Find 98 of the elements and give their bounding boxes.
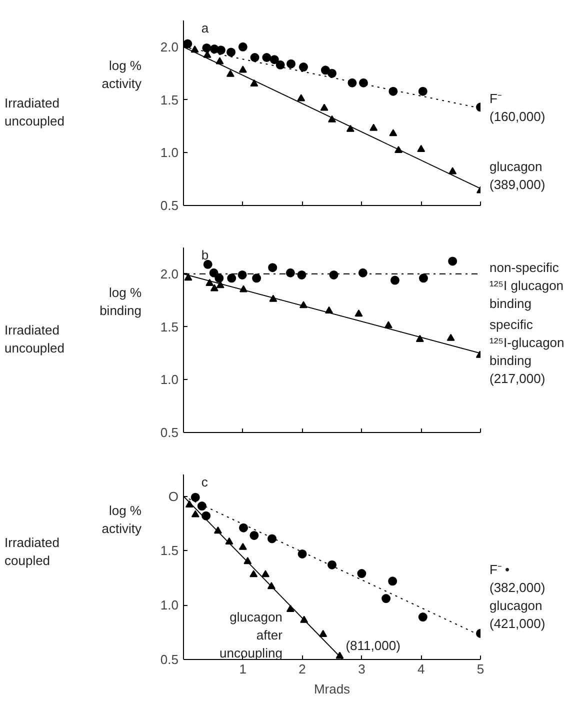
- point: [417, 144, 426, 152]
- text: Irradiated uncoupled: [4, 322, 64, 356]
- point: [418, 274, 428, 283]
- point: [319, 630, 328, 637]
- point: [389, 129, 398, 136]
- point: [238, 42, 248, 52]
- y-tick-label: 0.5: [160, 425, 179, 440]
- point: [227, 274, 236, 283]
- annotation: F⁻ (160,000): [490, 90, 546, 124]
- point: [276, 60, 285, 70]
- y-tick-label: 1.5: [160, 543, 179, 558]
- point: [238, 270, 247, 280]
- point: [250, 53, 260, 62]
- point: [252, 274, 262, 283]
- point: [297, 270, 306, 280]
- x-tick-label: 5: [476, 662, 484, 676]
- point: [226, 48, 236, 57]
- chart-title: b: [201, 248, 209, 262]
- point: [320, 104, 328, 111]
- point: [286, 59, 296, 68]
- point: [203, 260, 212, 269]
- annotation: specific ¹²⁵I-glucagon binding (217,000): [490, 317, 564, 386]
- point: [388, 86, 398, 96]
- point: [446, 334, 455, 341]
- point: [320, 66, 330, 75]
- point: [298, 62, 308, 72]
- point: [448, 256, 458, 266]
- chart-title: c: [201, 474, 208, 490]
- y-axis-title: log % activity: [102, 58, 142, 91]
- point: [270, 55, 279, 64]
- y-tick-label: 2.0: [160, 266, 179, 282]
- point: [238, 66, 247, 73]
- point: [190, 492, 200, 502]
- annotation: glucagon (389,000): [490, 159, 546, 192]
- x-axis-title: Mrads: [314, 682, 351, 696]
- point: [214, 274, 224, 283]
- point: [418, 86, 428, 96]
- point: [261, 570, 270, 578]
- y-tick-label: 2.0: [160, 39, 179, 54]
- point: [210, 284, 218, 292]
- point: [358, 78, 368, 88]
- y-tick-label: 1.0: [160, 598, 179, 613]
- annotation: F⁻ • (382,000) glucagon (421,000): [490, 562, 546, 632]
- point: [418, 612, 428, 622]
- y-tick-label: 1.0: [160, 145, 179, 160]
- point: [328, 68, 336, 78]
- x-tick-label: 2: [298, 662, 306, 676]
- point: [286, 268, 295, 278]
- point: [238, 523, 248, 532]
- annotation: (811,000): [346, 638, 400, 654]
- point: [191, 510, 200, 518]
- point: [269, 294, 278, 302]
- point: [206, 278, 214, 286]
- point: [250, 570, 258, 578]
- y-tick-label: 1.5: [160, 319, 179, 334]
- x-tick-label: 3: [358, 662, 366, 676]
- chart-title: a: [201, 20, 210, 36]
- text: Irradiated uncoupled: [4, 96, 64, 129]
- point: [250, 530, 259, 540]
- point: [297, 94, 306, 102]
- point: [382, 594, 391, 604]
- point: [370, 124, 378, 131]
- y-axis-title: log % activity: [102, 503, 142, 536]
- point: [197, 502, 206, 511]
- point: [328, 560, 336, 570]
- point: [268, 263, 278, 272]
- y-tick-label: O: [168, 488, 179, 504]
- point: [226, 70, 234, 77]
- text: Irradiated coupled: [4, 534, 60, 568]
- point: [357, 569, 366, 578]
- point: [354, 310, 363, 317]
- point: [388, 576, 398, 586]
- y-axis-title: log % binding: [100, 284, 142, 318]
- y-tick-label: 1.0: [160, 372, 179, 388]
- point: [184, 39, 192, 48]
- y-tick-label: 0.5: [160, 198, 179, 213]
- x-tick-label: 4: [417, 662, 425, 676]
- y-tick-label: 0.5: [160, 652, 179, 667]
- point: [202, 511, 211, 520]
- point: [268, 534, 277, 544]
- point: [390, 276, 400, 285]
- x-tick-label: 1: [239, 662, 247, 676]
- point: [328, 115, 336, 122]
- point: [216, 46, 226, 55]
- point: [448, 167, 457, 174]
- point: [329, 270, 338, 280]
- point: [286, 604, 294, 612]
- point: [238, 542, 247, 550]
- y-tick-label: 1.5: [160, 92, 179, 108]
- point: [262, 53, 272, 62]
- point: [346, 124, 354, 132]
- point: [250, 79, 258, 86]
- point: [384, 321, 392, 328]
- point: [336, 652, 344, 659]
- point: [348, 78, 357, 88]
- point: [358, 268, 368, 278]
- point: [416, 334, 424, 342]
- point: [298, 549, 307, 558]
